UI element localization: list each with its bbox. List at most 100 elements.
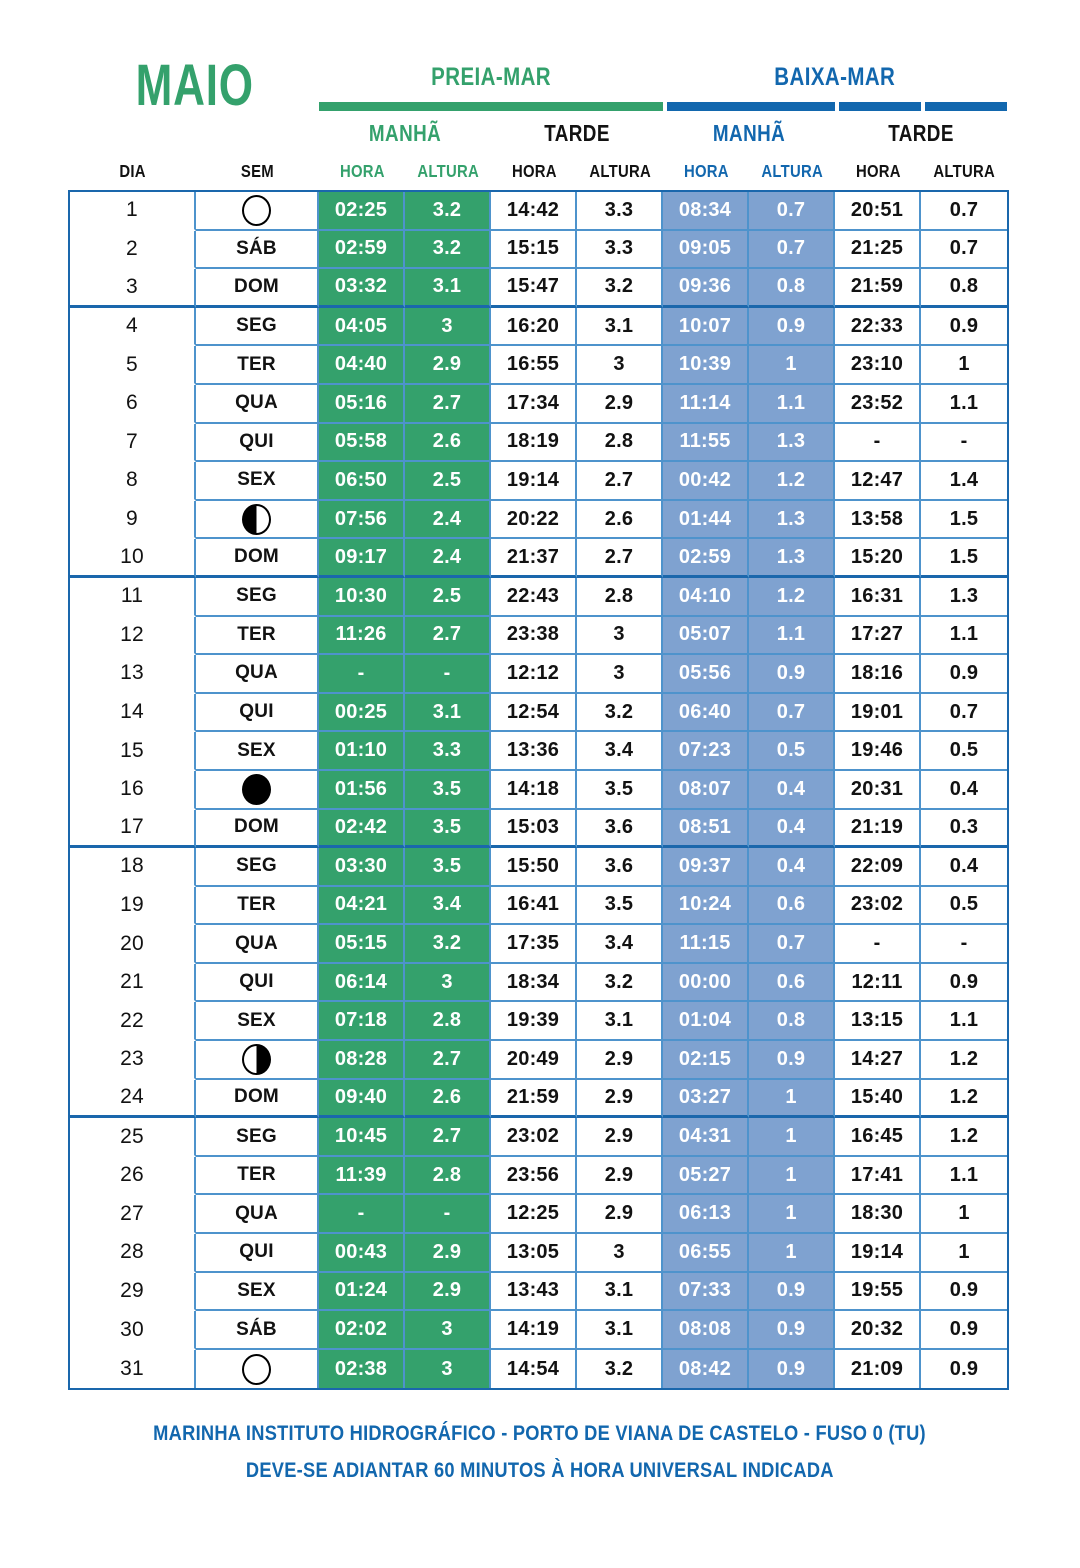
cell-high-afternoon-hour: 23:38 (491, 616, 577, 656)
cell-low-morning-hour: 09:36 (663, 269, 749, 308)
cell-low-afternoon-hour: 23:52 (835, 384, 921, 424)
day-cell: 7 (70, 423, 196, 463)
cell-low-afternoon-height: 0.9 (921, 308, 1007, 347)
cell-high-afternoon-height: 2.9 (577, 1195, 663, 1235)
cell-low-afternoon-height: 1.1 (921, 1002, 1007, 1042)
column-header-height: ALTURA (933, 160, 995, 181)
cell-low-morning-hour: 06:55 (663, 1234, 749, 1273)
cell-low-morning-hour: 06:13 (663, 1195, 749, 1235)
cell-high-morning-hour: 06:14 (319, 963, 405, 1003)
cell-low-morning-hour: 03:27 (663, 1079, 749, 1119)
weekday-cell: DOM (196, 809, 319, 849)
cell-high-morning-height: 3.4 (405, 886, 491, 926)
cell-low-afternoon-height: 1.5 (921, 501, 1007, 540)
cell-high-morning-hour: 08:28 (319, 1041, 405, 1080)
table-row: 11 SEG 10:30 2.5 22:43 2.8 04:10 1.2 16:31 1.3 (70, 577, 1007, 617)
weekday-cell: SÁB (196, 230, 319, 270)
cell-low-afternoon-height: 1.2 (921, 1041, 1007, 1080)
cell-high-afternoon-hour: 23:56 (491, 1156, 577, 1196)
cell-low-morning-hour: 05:07 (663, 616, 749, 656)
cell-low-afternoon-hour: - (835, 925, 921, 964)
cell-high-morning-height: 3.2 (405, 230, 491, 270)
cell-high-afternoon-height: 3 (577, 1234, 663, 1273)
cell-low-afternoon-height: 1.1 (921, 385, 1007, 424)
cell-high-morning-height: 3.1 (405, 693, 491, 733)
cell-high-afternoon-height: 3.5 (577, 886, 663, 926)
cell-high-afternoon-hour: 14:42 (491, 192, 577, 231)
cell-low-morning-height: 0.8 (749, 1002, 835, 1042)
cell-low-morning-height: 0.4 (749, 848, 835, 887)
column-header-hour: HORA (511, 160, 557, 181)
cell-high-morning-height: 3 (405, 963, 491, 1003)
weekday-cell: TER (196, 1156, 319, 1196)
cell-low-morning-height: 1 (749, 1079, 835, 1119)
cell-low-afternoon-height: 1.1 (921, 617, 1007, 656)
cell-high-morning-hour: 05:58 (319, 423, 405, 463)
footer-note: MARINHA INSTITUTO HIDROGRÁFICO - PORTO D… (0, 1416, 1080, 1490)
table-row: 10 DOM 09:17 2.4 21:37 2.7 02:59 1.3 15:20 1.5 (70, 539, 1007, 578)
day-cell: 23 (70, 1041, 196, 1080)
weekday-cell: SEG (196, 1118, 319, 1157)
cell-high-morning-height: 2.5 (405, 462, 491, 501)
cell-low-afternoon-height: 1 (921, 346, 1007, 385)
cell-high-morning-height: 2.7 (405, 384, 491, 424)
cell-high-afternoon-height: 2.9 (577, 1041, 663, 1080)
cell-high-morning-hour: 02:38 (319, 1349, 405, 1389)
weekday-cell (196, 500, 319, 540)
cell-high-afternoon-hour: 12:54 (491, 693, 577, 733)
cell-low-morning-hour: 11:55 (663, 423, 749, 463)
weekday-cell: QUI (196, 693, 319, 733)
low-tide-bar-segment (839, 101, 921, 111)
cell-high-morning-height: - (405, 655, 491, 694)
cell-high-afternoon-hour: 14:18 (491, 770, 577, 810)
weekday-cell: QUA (196, 384, 319, 424)
cell-high-afternoon-hour: 15:15 (491, 230, 577, 270)
cell-low-morning-height: 1 (749, 1156, 835, 1196)
weekday-cell: QUA (196, 1195, 319, 1235)
cell-high-afternoon-height: 3.6 (577, 848, 663, 887)
column-header-height: ALTURA (589, 160, 651, 181)
cell-high-morning-height: 3.2 (405, 192, 491, 231)
cell-low-afternoon-hour: 16:31 (835, 577, 921, 617)
day-cell: 6 (70, 384, 196, 424)
table-row: 3 DOM 03:32 3.1 15:47 3.2 09:36 0.8 21:59 0.8 (70, 269, 1007, 308)
cell-high-morning-hour: 05:16 (319, 384, 405, 424)
table-row: 30 SÁB 02:02 3 14:19 3.1 08:08 0.9 20:32 0.9 (70, 1311, 1007, 1350)
cell-high-morning-hour: 04:21 (319, 886, 405, 926)
cell-high-morning-height: 2.6 (405, 423, 491, 463)
cell-high-afternoon-height: 3 (577, 655, 663, 694)
day-cell: 2 (70, 230, 196, 270)
cell-low-afternoon-height: 0.3 (921, 810, 1007, 849)
weekday-cell: SEX (196, 732, 319, 771)
cell-high-afternoon-height: 2.7 (577, 539, 663, 578)
cell-low-morning-hour: 08:51 (663, 809, 749, 849)
cell-high-afternoon-hour: 13:43 (491, 1272, 577, 1312)
cell-high-morning-height: 2.4 (405, 500, 491, 540)
cell-low-morning-height: 0.9 (749, 655, 835, 694)
cell-low-afternoon-hour: 12:47 (835, 462, 921, 501)
cell-high-morning-height: 2.9 (405, 1234, 491, 1273)
weekday-cell (196, 1349, 319, 1389)
cell-high-morning-height: 2.8 (405, 1002, 491, 1042)
cell-high-afternoon-height: 3.2 (577, 269, 663, 308)
cell-low-morning-height: 1 (749, 1195, 835, 1235)
cell-high-afternoon-height: 2.9 (577, 1156, 663, 1196)
table-row: 5 TER 04:40 2.9 16:55 3 10:39 1 23:10 1 (70, 346, 1007, 385)
cell-low-morning-height: 0.9 (749, 1272, 835, 1312)
weekday-cell: SEX (196, 1272, 319, 1312)
weekday-cell: QUI (196, 1234, 319, 1273)
day-cell: 31 (70, 1349, 196, 1389)
weekday-cell: TER (196, 886, 319, 926)
cell-high-morning-hour: 10:30 (319, 577, 405, 617)
cell-low-afternoon-hour: 23:10 (835, 346, 921, 385)
cell-low-morning-height: 0.6 (749, 963, 835, 1003)
day-cell: 11 (70, 577, 196, 617)
cell-low-afternoon-height: 0.5 (921, 887, 1007, 926)
cell-low-afternoon-height: 0.9 (921, 964, 1007, 1003)
cell-low-afternoon-hour: 17:27 (835, 616, 921, 656)
cell-high-afternoon-height: 2.9 (577, 1079, 663, 1119)
weekday-cell: SEG (196, 577, 319, 617)
footer-line-1: MARINHA INSTITUTO HIDROGRÁFICO - PORTO D… (153, 1421, 927, 1446)
table-row: 24 DOM 09:40 2.6 21:59 2.9 03:27 1 15:40 1.2 (70, 1079, 1007, 1119)
cell-low-afternoon-hour: 16:45 (835, 1118, 921, 1157)
